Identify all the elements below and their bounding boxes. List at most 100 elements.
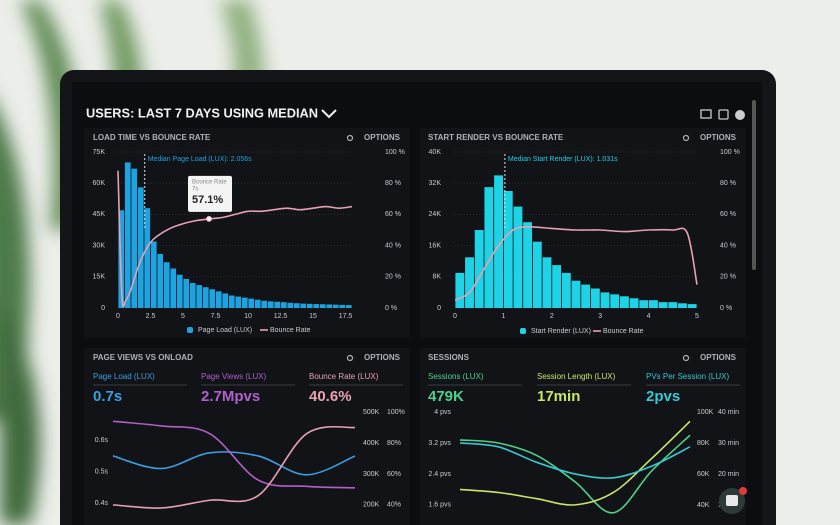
y-tick-label: 500K	[363, 409, 380, 416]
monitor-icon[interactable]	[700, 109, 712, 119]
tooltip-point	[206, 215, 212, 222]
options-button[interactable]: OPTIONS	[700, 353, 737, 362]
kpi-value: 40.6%	[309, 388, 352, 405]
bar	[215, 291, 222, 308]
series-line	[459, 420, 691, 506]
bar	[687, 304, 697, 308]
y-tick-label: 8K	[432, 274, 441, 281]
share-icon[interactable]	[718, 109, 729, 120]
y-tick-label: 100%	[387, 409, 405, 416]
y-tick-label: 20 min	[718, 471, 739, 478]
x-tick-label: 3	[598, 313, 602, 320]
series-line	[459, 442, 691, 479]
y-tick-label: 0.6s	[95, 437, 109, 444]
y-tick-label: 80K	[697, 440, 710, 447]
kpi-label: Sessions (LUX)	[428, 372, 484, 381]
panel	[420, 348, 746, 525]
bar	[649, 300, 658, 308]
options-icon	[682, 134, 690, 142]
options-button[interactable]: OPTIONS	[700, 133, 737, 142]
y-tick-label: 40 %	[720, 242, 736, 249]
bar	[503, 191, 513, 308]
kpi-label: Page Load (LUX)	[93, 372, 155, 381]
y-tick-label: 32K	[429, 180, 442, 187]
bar	[590, 288, 600, 308]
y-tick-label: 1.6 pvs	[428, 502, 451, 509]
x-tick-label: 0	[116, 313, 120, 320]
y-tick-label: 20 %	[720, 274, 736, 281]
y-tick-label: 0	[437, 305, 441, 312]
options-icon	[346, 354, 354, 362]
help-icon[interactable]	[735, 110, 745, 120]
y-tick-label: 400K	[363, 440, 380, 447]
y-tick-label: 40%	[387, 502, 401, 509]
kpi-value: 2pvs	[646, 388, 680, 405]
bar	[600, 292, 610, 308]
scrollbar	[752, 100, 756, 270]
bar	[300, 303, 307, 308]
dropdown-chevron[interactable]	[321, 109, 337, 119]
y-tick-label: 15K	[93, 274, 106, 281]
bar	[484, 187, 494, 308]
series-line	[459, 434, 691, 514]
dashboard: LOAD TIME VS BOUNCE RATE OPTIONS015K30K45…	[93, 133, 740, 514]
y-tick-label: 4 pvs	[434, 409, 451, 416]
bar	[494, 175, 503, 308]
tooltip-title: Bounce Rate	[192, 180, 227, 186]
y-tick-label: 60K	[697, 471, 710, 478]
options-icon	[682, 354, 690, 362]
bar	[319, 304, 326, 308]
bar	[668, 302, 678, 308]
bar	[157, 253, 164, 308]
kpi-value: 2.7Mpvs	[201, 388, 260, 405]
bar	[561, 272, 571, 308]
bar	[552, 265, 562, 308]
y-tick-label: 0 %	[385, 305, 397, 312]
bar	[639, 300, 649, 308]
kpi-value: 479K	[428, 388, 464, 405]
chat-icon	[726, 495, 738, 506]
y-tick-label: 24K	[429, 211, 442, 218]
y-tick-label: 80%	[387, 440, 401, 447]
y-tick-label: 0.5s	[95, 468, 109, 475]
bar	[131, 168, 138, 308]
bar	[455, 272, 465, 308]
bar	[293, 303, 300, 308]
y-tick-label: 0 %	[720, 305, 732, 312]
bar	[678, 303, 687, 308]
options-button[interactable]: OPTIONS	[364, 353, 401, 362]
x-tick-label: 2.5	[146, 313, 156, 320]
y-tick-label: 200K	[363, 502, 380, 509]
kpi-label: Page Views (LUX)	[201, 372, 267, 381]
bar	[176, 274, 183, 308]
bar	[313, 304, 320, 308]
bar	[254, 299, 261, 308]
bar	[196, 285, 203, 308]
bar	[465, 257, 474, 308]
x-tick-label: 5	[181, 313, 185, 320]
y-tick-label: 16K	[429, 242, 442, 249]
y-tick-label: 0.4s	[95, 500, 109, 507]
x-tick-label: 2	[550, 313, 554, 320]
options-button[interactable]: OPTIONS	[364, 133, 401, 142]
x-tick-label: 10	[244, 313, 252, 320]
bar	[629, 298, 639, 308]
bar	[542, 257, 552, 308]
y-tick-label: 100 %	[720, 149, 740, 156]
bar	[137, 187, 144, 308]
y-tick-label: 40 %	[385, 242, 401, 249]
y-tick-label: 100K	[697, 409, 714, 416]
y-tick-label: 0	[101, 305, 105, 312]
y-tick-label: 300K	[363, 471, 380, 478]
bar	[189, 283, 196, 308]
median-annotation: Median Page Load (LUX): 2.056s	[148, 156, 252, 163]
y-tick-label: 20 %	[385, 274, 401, 281]
x-tick-label: 0	[453, 313, 457, 320]
bar	[326, 304, 333, 308]
kpi-value: 17min	[537, 388, 580, 405]
legend-label: Bounce Rate	[270, 327, 311, 334]
panel	[84, 348, 410, 525]
y-tick-label: 45K	[93, 211, 106, 218]
bar	[170, 268, 177, 308]
